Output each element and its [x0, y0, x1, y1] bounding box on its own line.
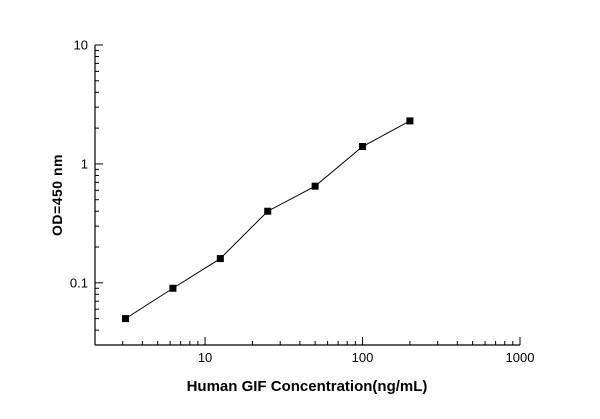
y-axis-label: OD=450 nm — [49, 154, 65, 236]
x-axis-label: Human GIF Concentration(ng/mL) — [186, 378, 428, 395]
data-point — [216, 255, 224, 263]
x-tick-label: 10 — [198, 350, 212, 365]
x-tick-label: 100 — [352, 350, 374, 365]
x-tick-label: 1000 — [506, 350, 535, 365]
data-point — [169, 284, 177, 292]
y-tick-label: 1 — [81, 156, 88, 171]
data-point — [264, 207, 272, 215]
data-point — [359, 143, 367, 151]
y-tick-label: 0.1 — [70, 275, 88, 290]
data-line — [125, 120, 411, 320]
data-point — [122, 315, 130, 323]
data-point — [311, 182, 319, 190]
y-tick-label: 10 — [74, 38, 88, 53]
data-point — [406, 117, 414, 125]
